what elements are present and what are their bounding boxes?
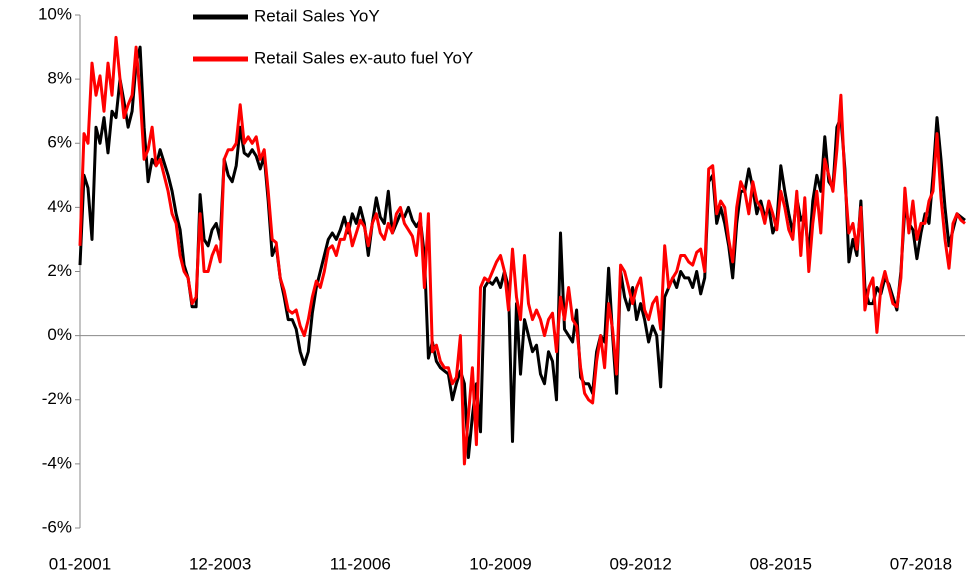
x-tick-label: 09-2012	[609, 554, 671, 573]
x-tick-label: 07-2018	[890, 554, 952, 573]
y-tick-label: 2%	[47, 261, 72, 280]
y-tick-label: 0%	[47, 325, 72, 344]
y-tick-label: 6%	[47, 133, 72, 152]
y-tick-label: 8%	[47, 69, 72, 88]
legend-label: Retail Sales ex-auto fuel YoY	[254, 48, 473, 67]
x-tick-label: 10-2009	[469, 554, 531, 573]
y-tick-label: -6%	[42, 517, 72, 536]
x-tick-label: 11-2006	[330, 554, 391, 573]
y-tick-label: -2%	[42, 389, 72, 408]
series-line	[78, 45, 966, 459]
y-tick-label: 4%	[47, 197, 72, 216]
series-line	[78, 35, 966, 466]
x-tick-label: 12-2003	[189, 554, 251, 573]
y-tick-label: 10%	[38, 4, 72, 23]
x-tick-label: 01-2001	[49, 554, 111, 573]
x-tick-label: 08-2015	[750, 554, 812, 573]
y-tick-label: -4%	[42, 453, 72, 472]
legend-label: Retail Sales YoY	[254, 6, 380, 25]
